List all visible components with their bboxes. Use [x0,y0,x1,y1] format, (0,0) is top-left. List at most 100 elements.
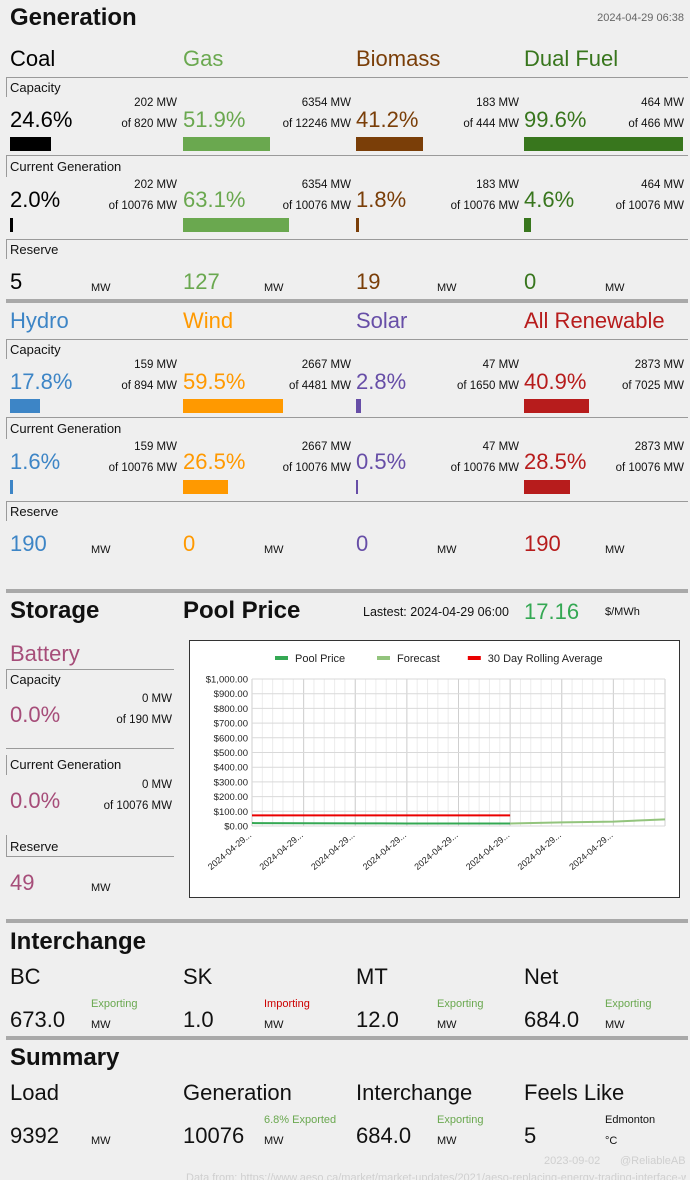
hydro-current-pct: 1.6% [10,449,61,474]
biomass-current-pct: 1.8% [356,187,407,212]
current-generation-label: Current Generation [10,757,122,772]
gas-reserve: 127 [183,269,220,294]
capacity-of: of 7025 MW [622,380,684,392]
mt-unit: MW [437,1019,457,1031]
current-mw: 159 MW [134,441,177,453]
mt-value: 12.0 [356,1007,399,1032]
wind-reserve: 0 [183,531,196,556]
solar-current-mw: 47 MW of 10076 MW [356,437,519,479]
summary-title: Summary [10,1044,120,1071]
capacity-mw: 2667 MW [301,359,351,371]
feels-like-value: 5 [524,1123,537,1148]
current-of: of 10076 MW [282,200,351,212]
capacity-of: of 894 MW [121,380,177,392]
pool-price-latest: Lastest: 2024-04-29 06:00 [363,605,509,619]
all-renewable-current-bar [524,480,570,494]
battery-capacity-mw: 0 MW of 190 MW [86,689,172,731]
generation-unit: MW [264,1135,284,1147]
hydro-current-mw: 159 MW of 10076 MW [10,437,177,479]
capacity-of: of 12246 MW [282,118,351,130]
current-label-box: Current Generation [6,417,688,439]
footer-data-source: Data from: https://www.aeso.ca/market/ma… [186,1172,686,1180]
divider [6,589,688,593]
net-name: Net [524,964,559,989]
solar-capacity-mw: 47 MW of 1650 MW [356,355,519,397]
current-mw: 183 MW [476,179,519,191]
biomass-capacity-pct: 41.2% [356,107,419,132]
biomass-current-bar [356,218,359,232]
y-tick-label: $300.00 [214,777,248,788]
legend-label: Pool Price [295,653,345,665]
current-label-box: Current Generation [6,755,174,775]
pool-price-chart: $0.00 $100.00 $200.00 $300.00 $400.00 $500.00… [189,640,680,898]
capacity-label: Capacity [10,672,61,687]
mt-status: Exporting [437,998,484,1010]
interchange-title: Interchange [10,928,147,955]
capacity-label-box: Capacity [6,339,688,359]
biomass-capacity-mw: 183 MW of 444 MW [356,93,519,135]
current-mw: 2873 MW [634,441,684,453]
coal-name: Coal [10,46,56,71]
bc-unit: MW [91,1019,111,1031]
generation-label: Generation [183,1080,292,1105]
solar-name: Solar [356,308,408,333]
battery-capacity-pct: 0.0% [10,702,61,727]
legend-label: 30 Day Rolling Average [488,653,603,665]
pool-price-unit: $/MWh [605,606,640,618]
dual-fuel-current-mw: 464 MW of 10076 MW [524,175,684,217]
current-of: of 10076 MW [450,200,519,212]
interchange-value: 684.0 [356,1123,412,1148]
timestamp: 2024-04-29 06:38 [597,12,684,24]
x-tick-label: 2024-04-29... [309,830,356,872]
battery-current-mw: 0 MW of 10076 MW [86,775,172,817]
battery-name: Battery [10,641,80,666]
generation-note: 6.8% Exported [264,1114,337,1126]
dual-fuel-current-bar [524,218,532,232]
footer-date: 2023-09-02 [544,1155,601,1167]
hydro-capacity-bar [10,399,40,413]
wind-capacity-bar [183,399,283,413]
biomass-reserve-unit: MW [437,282,457,294]
coal-current-mw: 202 MW of 10076 MW [10,175,177,217]
solar-reserve-unit: MW [437,544,457,556]
all-renewable-capacity-pct: 40.9% [524,369,587,394]
current-of: of 10076 MW [103,800,172,812]
wind-capacity-pct: 59.5% [183,369,246,394]
legend-swatch [377,656,390,660]
capacity-of: of 1650 MW [457,380,519,392]
generation-value: 10076 [183,1123,245,1148]
net-status: Exporting [605,998,652,1010]
bc-value: 673.0 [10,1007,66,1032]
hydro-capacity-mw: 159 MW of 894 MW [10,355,177,397]
biomass-capacity-bar [356,137,424,151]
gas-name: Gas [183,46,224,71]
current-of: of 10076 MW [450,462,519,474]
interchange-label: Interchange [356,1080,473,1105]
y-tick-label: $200.00 [214,792,248,803]
sk-name: SK [183,964,213,989]
y-tick-label: $700.00 [214,719,248,730]
hydro-current-bar [10,480,13,494]
mt-name: MT [356,964,388,989]
capacity-mw: 159 MW [134,359,177,371]
biomass-current-mw: 183 MW of 10076 MW [356,175,519,217]
current-label-box: Current Generation [6,155,688,177]
current-mw: 0 MW [141,779,172,791]
dual-fuel-capacity-pct: 99.6% [524,107,587,132]
sk-value: 1.0 [183,1007,214,1032]
current-of: of 10076 MW [615,200,684,212]
gas-current-bar [183,218,289,232]
wind-capacity-mw: 2667 MW of 4481 MW [183,355,351,397]
sk-unit: MW [264,1019,284,1031]
x-tick-label: 2024-04-29... [567,830,614,872]
coal-capacity-mw: 202 MW of 820 MW [10,93,177,135]
coal-reserve: 5 [10,269,23,294]
solar-capacity-bar [356,399,361,413]
all-renewable-reserve: 190 [524,531,561,556]
current-of: of 10076 MW [615,462,684,474]
reserve-label: Reserve [10,504,59,519]
divider [6,1036,688,1040]
y-tick-label: $0.00 [224,822,248,833]
capacity-mw: 47 MW [482,359,519,371]
gas-capacity-pct: 51.9% [183,107,246,132]
